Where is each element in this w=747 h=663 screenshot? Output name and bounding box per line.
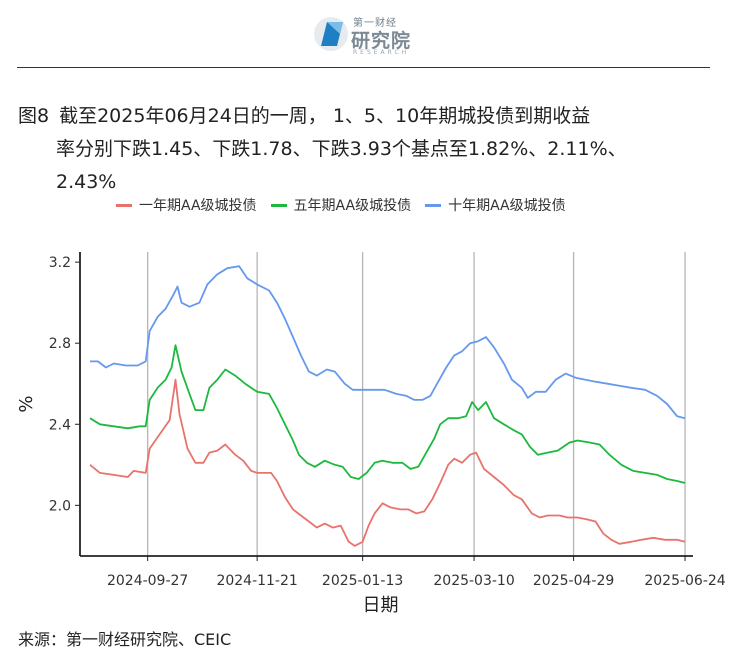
x-tick-label: 2025-04-29 (533, 573, 614, 589)
y-tick-label: 2.4 (49, 417, 71, 433)
chart-legend: 一年期AA级城投债 五年期AA级城投债 十年期AA级城投债 (116, 195, 580, 215)
y-tick-label: 3.2 (49, 255, 71, 271)
five-year-series-line (89, 344, 686, 484)
x-axis-title: 日期 (363, 595, 399, 616)
x-tick-label: 2024-11-21 (216, 573, 297, 589)
caption-line-1: 截至2025年06月24日的一周， 1、5、10年期城投债到期收益 (59, 105, 591, 127)
caption-line-2: 率分别下跌1.45、下跌1.78、下跌3.93个基点至1.82%、2.11%、 (56, 138, 627, 160)
legend-label-one-year: 一年期AA级城投债 (139, 198, 257, 214)
x-tick-label: 2025-01-13 (322, 573, 403, 589)
x-tick-label: 2025-06-24 (644, 573, 725, 589)
source-note: 来源：第一财经研究院、CEIC (18, 630, 232, 649)
legend-label-five-year: 五年期AA级城投债 (293, 198, 412, 214)
legend-label-ten-year: 十年期AA级城投债 (448, 198, 566, 214)
logo-mark-icon (314, 17, 348, 51)
legend-item-five-year: 五年期AA级城投债 (270, 195, 412, 215)
figure-number: 图8 (18, 105, 50, 127)
caption-line-3: 2.43% (56, 171, 117, 193)
logo-main-text: 研究院 (351, 30, 412, 52)
legend-item-one-year: 一年期AA级城投债 (116, 195, 257, 215)
y-tick-label: 2.0 (49, 498, 71, 514)
logo-top-text: 第一财经 (353, 18, 397, 29)
logo-sub-text: RESEARCH (353, 49, 410, 56)
ten-year-series-line (90, 265, 686, 420)
header-divider (17, 67, 710, 68)
x-tick-label: 2024-09-27 (107, 573, 188, 589)
legend-swatch-five-year (270, 203, 287, 207)
one-year-series-line (89, 378, 686, 547)
research-logo: 第一财经 研究院 RESEARCH (313, 8, 433, 58)
y-axis-title: % (16, 395, 37, 412)
legend-swatch-one-year (116, 203, 132, 207)
y-tick-label: 2.8 (49, 336, 71, 352)
legend-swatch-ten-year (425, 203, 442, 207)
legend-item-ten-year: 十年期AA级城投债 (425, 195, 566, 215)
x-tick-label: 2025-03-10 (433, 573, 514, 589)
figure-caption: 图8 截至2025年06月24日的一周， 1、5、10年期城投债到期收益 率分别下… (18, 100, 733, 199)
